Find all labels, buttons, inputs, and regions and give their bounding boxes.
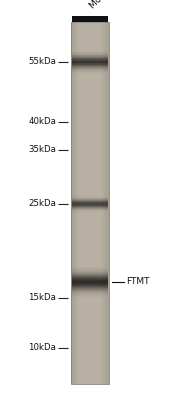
Bar (72, 291, 108, 292)
Bar (72, 293, 108, 294)
Bar (74, 22, 75, 384)
Bar (77, 22, 78, 384)
Bar (73, 22, 74, 384)
Bar (72, 267, 108, 268)
Text: Mouse testis: Mouse testis (88, 0, 135, 10)
Bar (72, 210, 108, 211)
Bar (72, 280, 108, 281)
Bar (72, 51, 108, 52)
Bar (72, 203, 108, 204)
Text: 35kDa: 35kDa (28, 146, 56, 154)
Bar (72, 72, 108, 73)
Bar (72, 277, 108, 278)
Bar (72, 205, 108, 206)
Bar (72, 206, 108, 207)
Bar (72, 211, 108, 212)
Bar (72, 70, 108, 71)
Bar (72, 57, 108, 58)
Bar (72, 56, 108, 57)
Bar (72, 69, 108, 70)
Text: 10kDa: 10kDa (28, 344, 56, 352)
Bar (72, 66, 108, 67)
Bar (72, 200, 108, 201)
Bar (72, 67, 108, 68)
Bar (72, 278, 108, 279)
Bar (72, 295, 108, 296)
Bar (72, 287, 108, 288)
Text: 15kDa: 15kDa (28, 294, 56, 302)
Bar (75, 22, 76, 384)
Bar (72, 58, 108, 59)
Bar (72, 276, 108, 277)
Bar (76, 22, 77, 384)
Bar (72, 290, 108, 291)
Bar (107, 22, 108, 384)
Bar (72, 284, 108, 285)
Bar (71, 22, 72, 384)
Bar (72, 289, 108, 290)
Bar (72, 273, 108, 274)
Bar (72, 22, 73, 384)
Bar (72, 55, 108, 56)
Bar (72, 296, 108, 297)
Bar (72, 270, 108, 271)
Bar (72, 286, 108, 287)
Bar (72, 292, 108, 293)
Bar (72, 279, 108, 280)
Bar (72, 201, 108, 202)
Bar (103, 22, 104, 384)
Bar (72, 63, 108, 64)
Bar (72, 268, 108, 269)
Bar (72, 71, 108, 72)
Bar (72, 207, 108, 208)
Bar (105, 22, 106, 384)
Bar (102, 22, 103, 384)
Bar (104, 22, 105, 384)
Bar (72, 202, 108, 203)
Bar (72, 204, 108, 205)
Bar (72, 198, 108, 199)
Text: 40kDa: 40kDa (28, 118, 56, 126)
Bar (72, 197, 108, 198)
Bar (72, 196, 108, 197)
Bar (106, 22, 107, 384)
Bar (78, 22, 79, 384)
Bar (72, 208, 108, 209)
Bar (72, 274, 108, 275)
Bar (72, 59, 108, 60)
Bar (72, 60, 108, 61)
Bar (72, 64, 108, 65)
Bar (72, 294, 108, 295)
Bar (72, 282, 108, 283)
Bar (108, 22, 109, 384)
Bar (101, 22, 102, 384)
Text: 55kDa: 55kDa (28, 58, 56, 66)
Text: FTMT: FTMT (126, 278, 149, 286)
Bar (72, 16, 108, 22)
Bar (72, 271, 108, 272)
Bar (72, 272, 108, 273)
Bar (72, 61, 108, 62)
Bar (72, 275, 108, 276)
Bar (72, 209, 108, 210)
Bar (72, 283, 108, 284)
Bar (72, 269, 108, 270)
Bar (72, 54, 108, 55)
Bar (72, 281, 108, 282)
Bar (72, 68, 108, 69)
Bar (72, 285, 108, 286)
Text: 25kDa: 25kDa (28, 200, 56, 208)
Bar (72, 65, 108, 66)
Bar (72, 53, 108, 54)
Bar (72, 52, 108, 53)
Bar (72, 288, 108, 289)
Bar (71, 22, 109, 384)
Bar (72, 62, 108, 63)
Bar (72, 199, 108, 200)
